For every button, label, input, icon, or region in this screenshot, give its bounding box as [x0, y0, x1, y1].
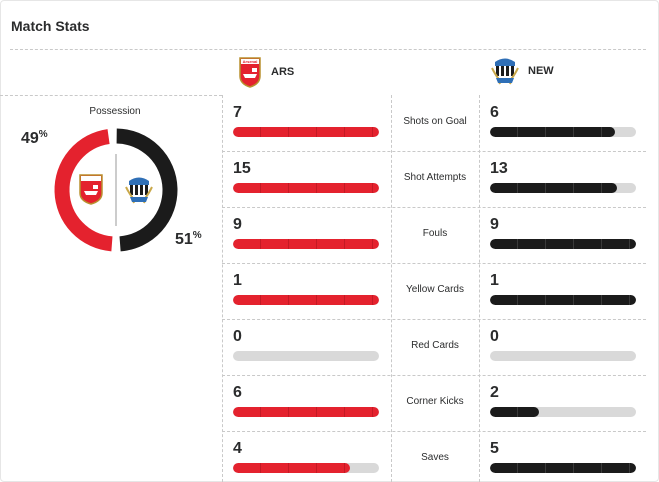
- home-stat-bar: [233, 239, 379, 249]
- possession-label: Possession: [89, 106, 141, 117]
- stat-label: Red Cards: [411, 340, 459, 351]
- away-stat-value: 13: [490, 160, 508, 177]
- row-divider: [222, 151, 646, 152]
- home-possession-value: 49%: [21, 129, 48, 147]
- home-stat-bar: [233, 463, 379, 473]
- stat-label: Shots on Goal: [403, 116, 467, 127]
- arsenal-crest-icon: [79, 174, 103, 205]
- away-team-abbr: NEW: [528, 65, 554, 77]
- away-team-header: NEW: [491, 56, 554, 86]
- divider: [391, 95, 392, 482]
- home-stat-bar-fill: [233, 407, 379, 417]
- home-stat-value: 4: [233, 440, 242, 457]
- away-stat-bar-fill: [490, 407, 539, 417]
- home-stat-bar-fill: [233, 183, 379, 193]
- home-team-abbr: ARS: [271, 66, 295, 78]
- away-stat-bar-fill: [490, 295, 636, 305]
- home-stat-bar-fill: [233, 463, 350, 473]
- home-stat-bar: [233, 407, 379, 417]
- row-divider: [222, 319, 646, 320]
- home-stat-bar: [233, 295, 379, 305]
- away-stat-bar: [490, 239, 636, 249]
- home-stat-value: 1: [233, 272, 242, 289]
- away-stat-bar: [490, 127, 636, 137]
- home-stat-bar: [233, 127, 379, 137]
- divider: [479, 95, 480, 482]
- home-stat-bar: [233, 351, 379, 361]
- stat-label: Yellow Cards: [406, 284, 464, 295]
- row-divider: [222, 207, 646, 208]
- away-stat-bar: [490, 463, 636, 473]
- possession-donut: [54, 128, 178, 252]
- home-stat-bar-fill: [233, 239, 379, 249]
- divider: [222, 95, 223, 482]
- away-stat-value: 5: [490, 440, 499, 457]
- divider: [10, 49, 646, 50]
- away-possession-value: 51%: [175, 230, 202, 248]
- arsenal-crest-icon: Arsenal: [239, 57, 261, 88]
- stat-label: Corner Kicks: [406, 396, 464, 407]
- home-possession-arc: [54, 129, 113, 252]
- away-stat-value: 6: [490, 104, 499, 121]
- away-stat-bar: [490, 351, 636, 361]
- away-stat-bar-fill: [490, 239, 636, 249]
- home-stat-bar-fill: [233, 127, 379, 137]
- page-title: Match Stats: [11, 18, 90, 34]
- home-team-header: Arsenal ARS: [238, 56, 294, 88]
- home-stat-value: 9: [233, 216, 242, 233]
- newcastle-crest-icon: [125, 177, 153, 204]
- away-stat-value: 9: [490, 216, 499, 233]
- away-stat-bar-fill: [490, 463, 636, 473]
- away-stat-value: 1: [490, 272, 499, 289]
- away-stat-value: 2: [490, 384, 499, 401]
- row-divider: [222, 263, 646, 264]
- stat-label: Fouls: [422, 228, 448, 239]
- away-possession-arc: [116, 128, 178, 252]
- svg-text:Arsenal: Arsenal: [243, 59, 258, 64]
- away-stat-bar-fill: [490, 127, 616, 137]
- away-stat-bar: [490, 407, 636, 417]
- away-stat-value: 0: [490, 328, 499, 345]
- home-stat-value: 7: [233, 104, 242, 121]
- stat-label: Saves: [421, 452, 449, 463]
- away-stat-bar: [490, 295, 636, 305]
- home-stat-bar: [233, 183, 379, 193]
- away-stat-bar-fill: [490, 183, 617, 193]
- stat-label: Shot Attempts: [403, 172, 467, 183]
- row-divider: [222, 375, 646, 376]
- home-stat-value: 15: [233, 160, 251, 177]
- home-stat-value: 0: [233, 328, 242, 345]
- home-stat-bar-fill: [233, 295, 379, 305]
- away-stat-bar: [490, 183, 636, 193]
- home-stat-value: 6: [233, 384, 242, 401]
- divider: [0, 95, 222, 96]
- newcastle-crest-icon: [491, 58, 519, 85]
- row-divider: [222, 431, 646, 432]
